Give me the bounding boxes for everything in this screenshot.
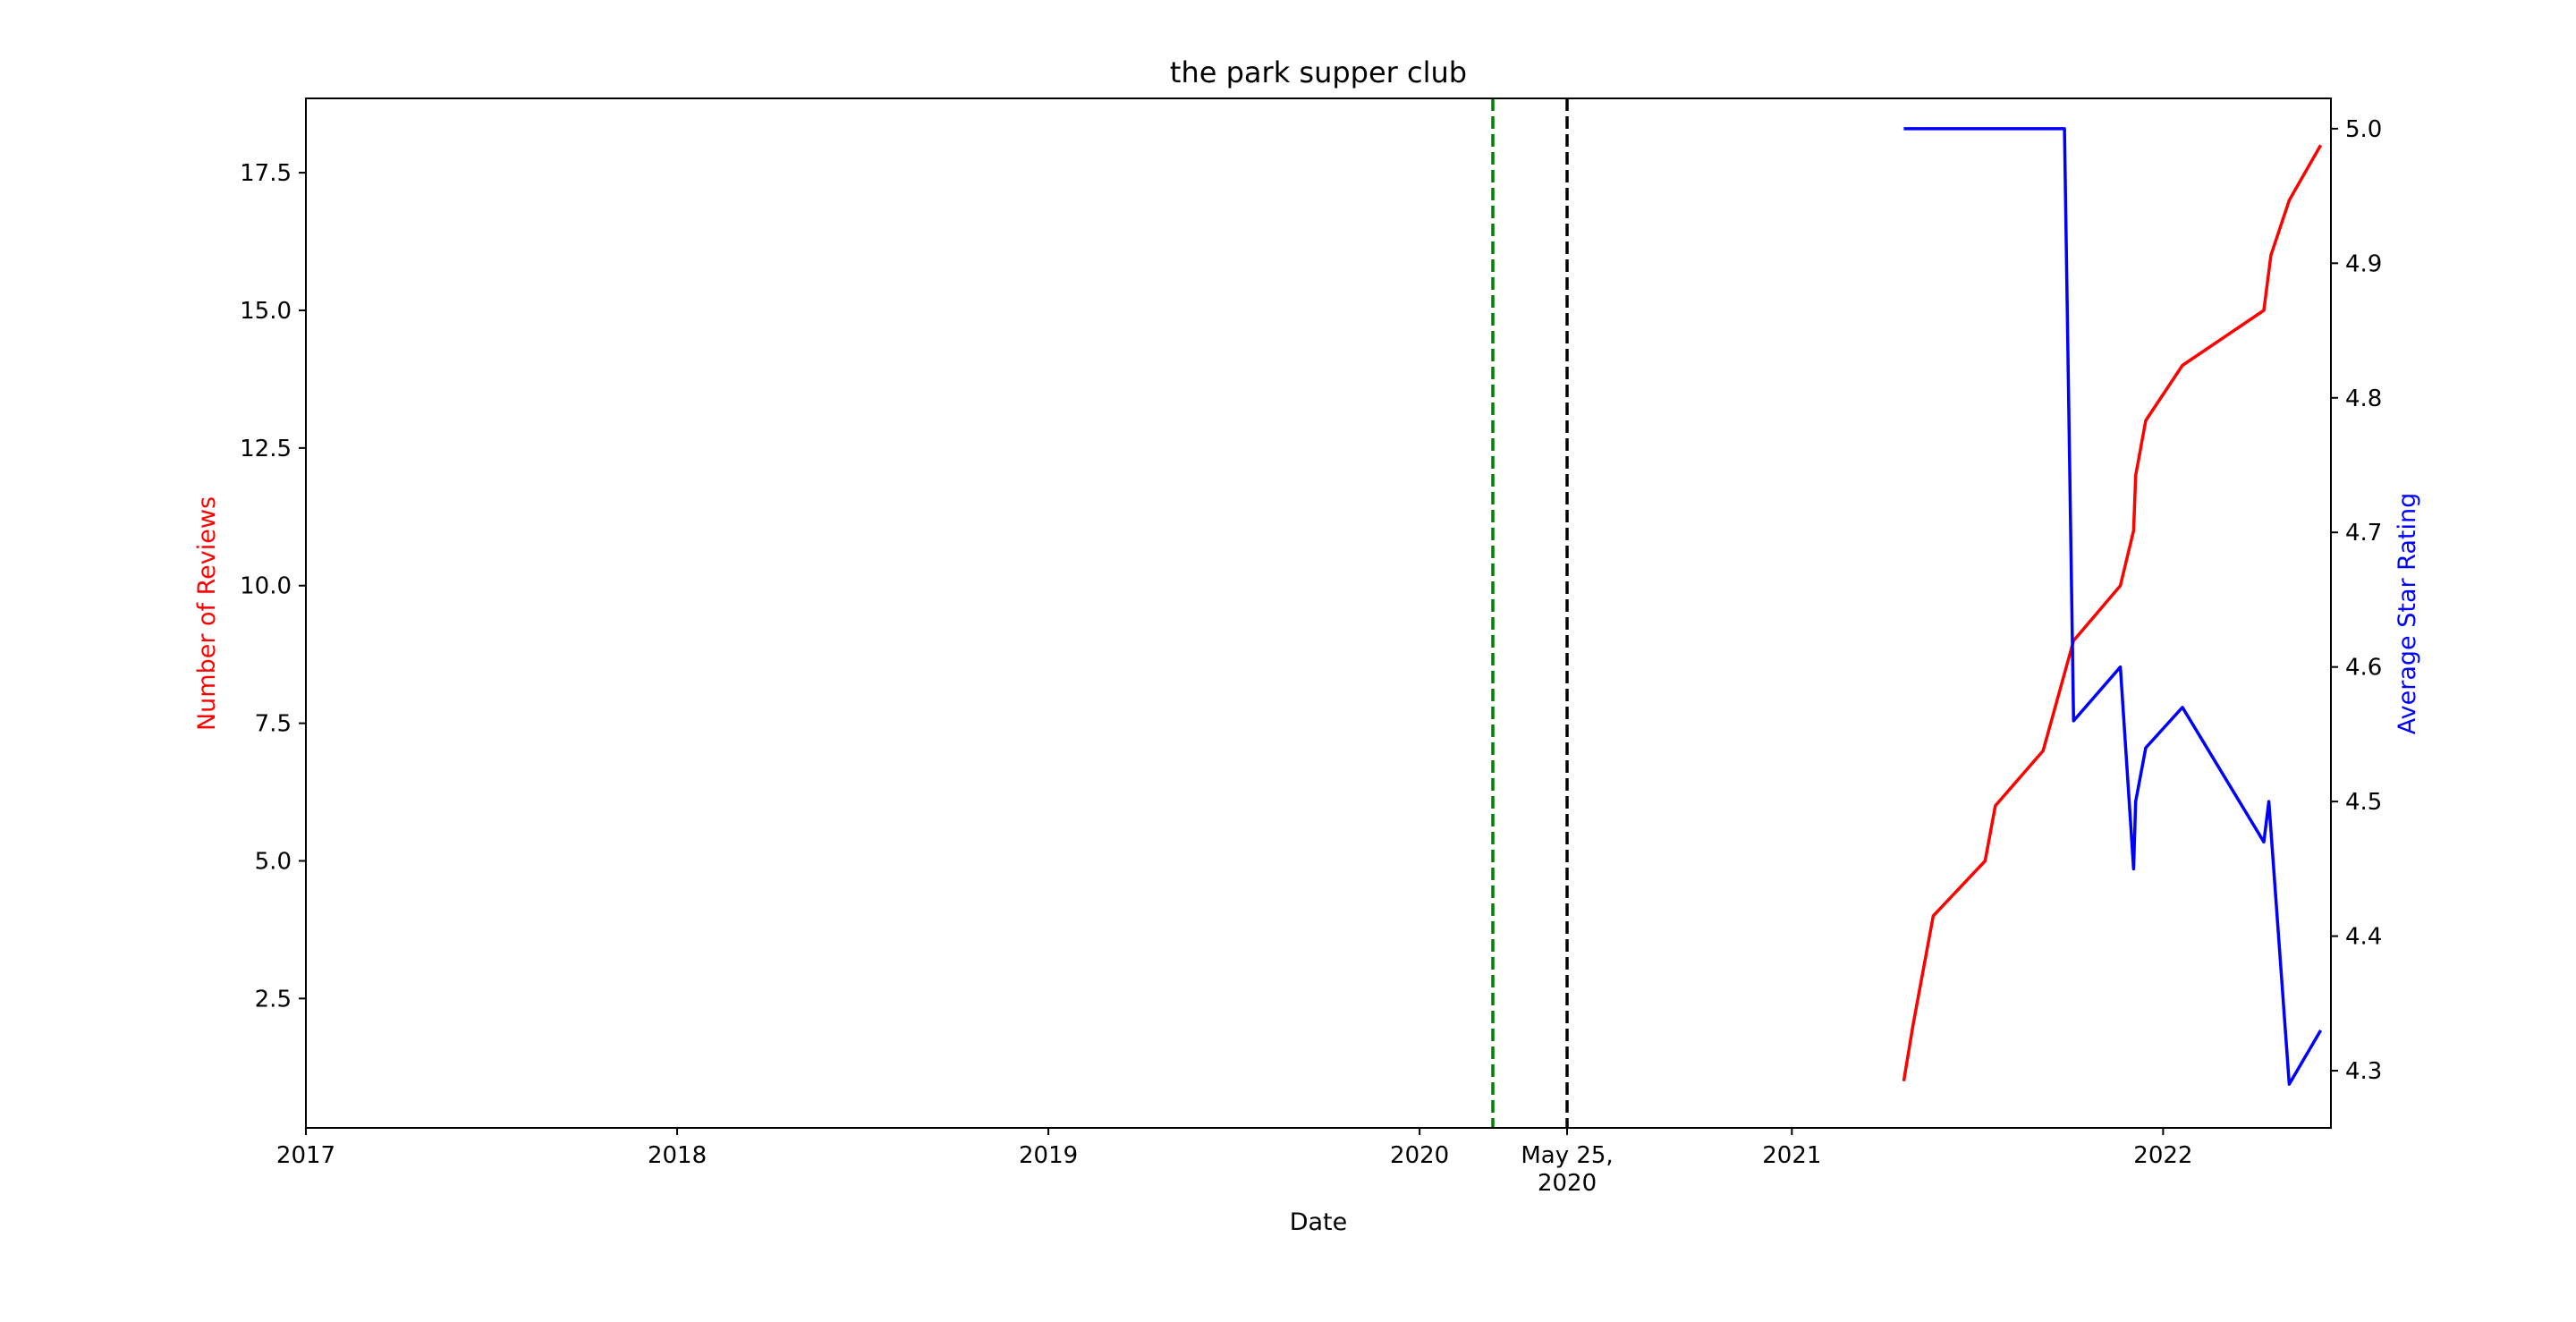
x-tick-label-5: 2021 [1762, 1142, 1821, 1169]
x-tick-label-1: 2018 [648, 1142, 707, 1169]
y-right-tick-label-7: 5.0 [2345, 116, 2382, 143]
y-left-axis-title: Number of Reviews [193, 496, 221, 731]
y-left-tick-label-1: 5.0 [255, 848, 292, 875]
y-right-tick-label-0: 4.3 [2345, 1058, 2382, 1085]
x-axis-title: Date [1290, 1208, 1348, 1236]
y-right-axis-title: Average Star Rating [2394, 493, 2421, 734]
series-line-reviews [1902, 144, 2323, 1081]
y-left-tick-label-3: 10.0 [240, 573, 292, 600]
series-line-rating [1903, 127, 2323, 1086]
y-left-tick-label-4: 12.5 [240, 436, 292, 462]
x-tick-label-6: 2022 [2133, 1142, 2192, 1169]
y-right-tick-label-3: 4.6 [2345, 655, 2382, 682]
y-right-tick-label-2: 4.5 [2345, 789, 2382, 816]
ticks: 2017 2018 2019 2020 May 25, 2020 2021 2022 2.5 5.… [240, 116, 2382, 1197]
x-tick-label-0: 2017 [276, 1142, 335, 1169]
y-left-tick-label-5: 15.0 [240, 298, 292, 325]
plot-lines [1491, 98, 2323, 1128]
x-tick-label-3: 2020 [1390, 1142, 1449, 1169]
plot-frame [305, 97, 2332, 1129]
y-left-tick-label-0: 2.5 [255, 986, 292, 1013]
y-right-tick-label-6: 4.9 [2345, 250, 2382, 277]
y-right-tick-label-5: 4.8 [2345, 386, 2382, 412]
y-right-tick-label-1: 4.4 [2345, 924, 2382, 951]
y-left-tick-label-6: 17.5 [240, 160, 292, 187]
x-tick-label-4: May 25, 2020 [1521, 1142, 1613, 1197]
y-left-tick-label-2: 7.5 [255, 711, 292, 738]
y-right-tick-label-4: 4.7 [2345, 520, 2382, 547]
x-tick-label-2: 2019 [1019, 1142, 1078, 1169]
chart-title: the park supper club [1170, 55, 1467, 89]
